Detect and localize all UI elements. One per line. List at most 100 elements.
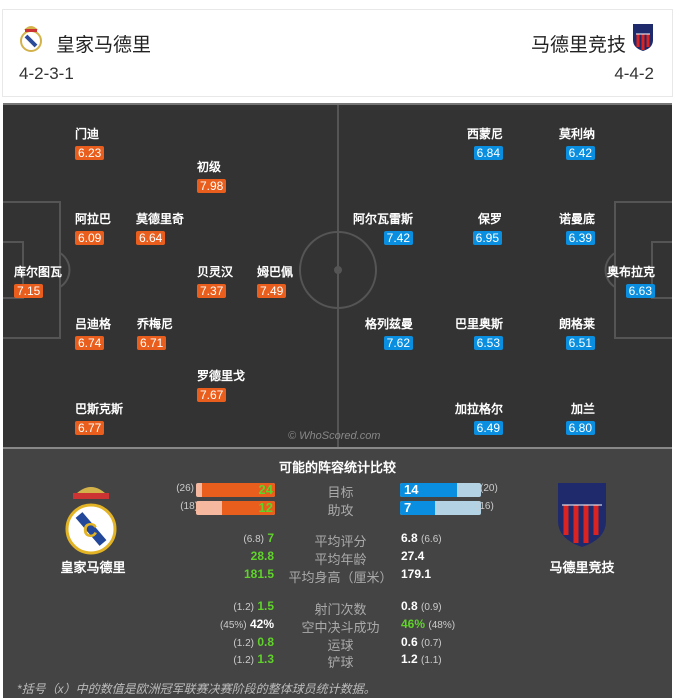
away-stat-number: 46% — [401, 617, 426, 631]
away-formation: 4-4-2 — [614, 64, 654, 83]
away-player[interactable]: 阿尔瓦雷斯 7.42 — [353, 210, 413, 245]
home-assists-bar: 12 — [196, 501, 275, 515]
home-stat-value: 28.8 — [251, 549, 274, 563]
home-formation: 4-2-3-1 — [19, 64, 74, 83]
away-assists-ref: (16) — [476, 501, 494, 512]
home-player[interactable]: 乔梅尼 6.71 — [137, 315, 173, 350]
home-player[interactable]: 初级 7.98 — [197, 158, 227, 193]
player-rating-badge: 6.49 — [473, 421, 503, 435]
player-name: 诺曼底 — [558, 212, 595, 226]
player-name: 巴斯克斯 — [75, 402, 124, 416]
home-goals-ref: (26) — [176, 483, 194, 494]
player-rating-badge: 6.64 — [136, 231, 166, 245]
home-player[interactable]: 吕迪格 6.74 — [75, 315, 111, 350]
home-stat-number: 181.5 — [243, 567, 274, 581]
home-stat-ref: (1.2) — [233, 638, 254, 649]
away-player[interactable]: 巴里奥斯 6.53 — [455, 315, 503, 350]
svg-text:C: C — [83, 520, 97, 542]
away-player[interactable]: 格列兹曼 7.62 — [365, 315, 413, 350]
away-stat-number: 0.8 — [401, 599, 418, 613]
home-stat-number: 28.8 — [250, 549, 274, 563]
home-player[interactable]: 莫德里奇 6.64 — [136, 210, 184, 245]
stat-label: 射门次数 — [314, 602, 367, 617]
away-player[interactable]: 莫利纳 6.42 — [559, 125, 595, 160]
away-stat-ref: (1.1) — [421, 655, 442, 666]
away-stat-number: 1.2 — [401, 652, 418, 666]
home-player[interactable]: 巴斯克斯 6.77 — [75, 400, 123, 435]
home-player[interactable]: 姆巴佩 7.49 — [257, 263, 293, 298]
player-name: 阿尔瓦雷斯 — [352, 212, 413, 226]
away-stat-number: 27.4 — [401, 549, 425, 563]
player-rating-badge: 6.09 — [75, 231, 105, 245]
away-stat-ref: (48%) — [428, 620, 456, 631]
player-rating-badge: 6.53 — [473, 336, 503, 350]
pitch-lines — [3, 105, 672, 449]
away-player[interactable]: 加拉格尔 6.49 — [455, 400, 503, 435]
away-player[interactable]: 奥布拉克 6.63 — [607, 263, 655, 298]
home-stat-number: 1.5 — [257, 599, 274, 613]
away-assists-bar: 7 — [400, 501, 481, 515]
home-goals-bar: 24 — [196, 483, 275, 497]
player-name: 加兰 — [570, 402, 595, 416]
away-stat-ref: (0.9) — [421, 602, 442, 613]
home-stat-value: (6.8) 7 — [243, 531, 274, 545]
home-player[interactable]: 门迪 6.23 — [75, 125, 105, 160]
stat-label: 平均评分 — [314, 534, 367, 549]
player-rating-badge: 7.98 — [197, 179, 227, 193]
away-stat-ref: (6.6) — [421, 534, 442, 545]
home-player[interactable]: 阿拉巴 6.09 — [75, 210, 111, 245]
away-player[interactable]: 诺曼底 6.39 — [559, 210, 595, 245]
player-rating-badge: 7.15 — [14, 284, 44, 298]
player-name: 罗德里戈 — [197, 369, 246, 383]
away-player[interactable]: 加兰 6.80 — [565, 400, 595, 435]
player-name: 朗格莱 — [558, 317, 595, 331]
away-stat-value: 46% (48%) — [401, 617, 455, 631]
player-name: 西蒙尼 — [466, 127, 503, 141]
player-rating-badge: 6.95 — [472, 231, 502, 245]
player-rating-badge: 7.62 — [383, 336, 413, 350]
atletico-crest-icon — [558, 483, 606, 547]
home-stat-number: 42% — [249, 617, 274, 631]
home-assists-ref: (18) — [180, 501, 198, 512]
player-rating-badge: 7.49 — [257, 284, 287, 298]
player-rating-badge: 6.51 — [565, 336, 595, 350]
player-rating-badge: 6.74 — [75, 336, 105, 350]
away-stat-value: 27.4 — [401, 549, 424, 563]
player-rating-badge: 6.63 — [625, 284, 655, 298]
player-name: 加拉格尔 — [454, 402, 503, 416]
player-rating-badge: 7.67 — [197, 388, 227, 402]
player-rating-badge: 6.71 — [137, 336, 167, 350]
stat-label: 运球 — [327, 638, 354, 653]
home-player[interactable]: 贝灵汉 7.37 — [197, 263, 233, 298]
away-player[interactable]: 朗格莱 6.51 — [559, 315, 595, 350]
home-stat-value: (45%) 42% — [220, 617, 274, 631]
away-goals-bar: 14 — [400, 483, 481, 497]
player-name: 莫利纳 — [558, 127, 595, 141]
goals-label: 目标 — [327, 485, 354, 500]
player-name: 乔梅尼 — [137, 317, 174, 331]
stats-title: 可能的阵容统计比较 — [278, 460, 396, 475]
away-player[interactable]: 西蒙尼 6.84 — [467, 125, 503, 160]
player-name: 贝灵汉 — [197, 265, 234, 279]
home-stat-ref: (1.2) — [233, 655, 254, 666]
away-stat-value: 0.6 (0.7) — [401, 635, 442, 649]
footnote: *括号（x）中的数值是欧洲冠军联赛决赛阶段的整体球员统计数据。 — [17, 682, 376, 696]
home-player[interactable]: 库尔图瓦 7.15 — [14, 263, 62, 298]
player-rating-badge: 6.39 — [565, 231, 595, 245]
real-madrid-crest-icon: C — [65, 487, 117, 555]
player-name: 格列兹曼 — [364, 317, 413, 331]
away-stat-value: 179.1 — [401, 567, 431, 581]
player-rating-badge: 6.42 — [565, 146, 595, 160]
player-rating-badge: 6.23 — [75, 146, 105, 160]
home-stat-value: (1.2) 1.5 — [233, 599, 274, 613]
player-rating-badge: 6.80 — [565, 421, 595, 435]
home-stat-number: 1.3 — [257, 652, 274, 666]
away-goals-ref: (20) — [480, 483, 498, 494]
home-player[interactable]: 罗德里戈 7.67 — [197, 367, 245, 402]
lineup-stats-panel: 可能的阵容统计比较 C 皇家马德里 马德里竞技 (26) 24 目标 14 (2… — [3, 447, 672, 698]
player-name: 初级 — [197, 160, 222, 174]
away-assists-value: 7 — [404, 501, 412, 515]
player-rating-badge: 6.84 — [473, 146, 503, 160]
match-header: 皇家马德里 4-2-3-1 马德里竞技 4-4-2 — [2, 9, 673, 97]
away-player[interactable]: 保罗 6.95 — [472, 210, 502, 245]
